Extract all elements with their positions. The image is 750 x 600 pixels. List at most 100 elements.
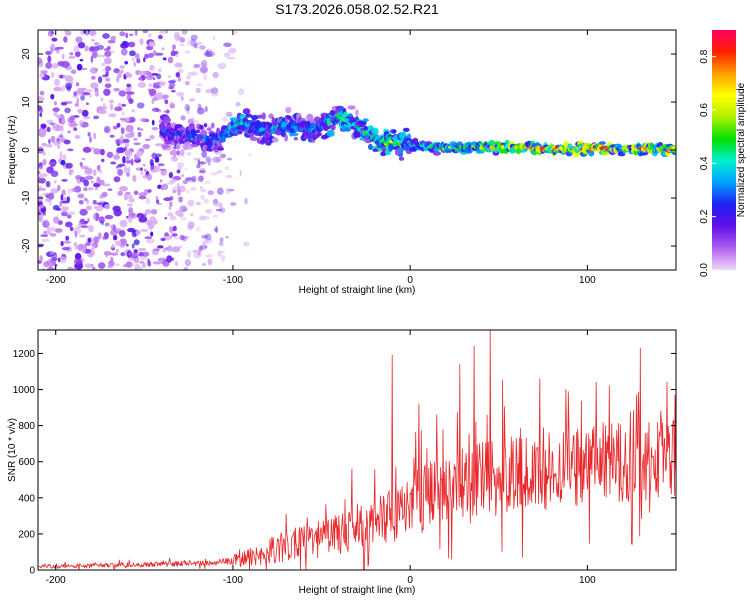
spectrogram-cell [225,111,233,117]
spectrogram-cell [90,55,94,63]
spectrogram-cell [50,93,55,100]
spectrogram-cell [54,101,57,106]
spectrogram-cell [190,186,197,191]
spectrogram-cell [51,37,58,42]
spectrogram-cell [239,170,242,177]
spectrogram-cell [186,106,190,114]
spectrogram-cell [168,205,172,211]
spectrogram-cell [149,64,155,71]
spectrogram-cell [162,94,169,99]
spectrogram-cell [94,42,100,46]
spectrogram-cell [216,170,223,174]
spectrogram-cell [174,236,180,240]
spectrogram-cell [160,237,166,242]
spectrogram-cell [198,215,206,221]
spectrogram-cell [136,58,141,64]
spectrogram-cell [112,125,118,130]
spectrogram-cell [111,243,116,249]
spectrogram-cell [168,171,174,179]
spectrogram-cell [193,43,198,49]
spectrogram-cell [60,136,66,142]
spectrogram-cell [125,32,129,39]
spectrogram-cell [64,107,71,114]
spectrogram-cell [38,96,45,102]
spectrogram-cell [402,127,410,132]
spectrogram-cell [74,188,78,192]
spectrogram-cell [81,109,89,117]
spectrogram-cell [99,148,105,156]
spectrogram-cell [120,252,125,257]
spectrogram-cell [119,230,126,237]
spectrogram-cell [197,248,202,256]
spectrogram-cell [65,235,70,241]
spectrogram-cell [197,159,201,166]
spectrogram-cell [112,235,118,241]
colorbar-tick-label: 0.0 [699,263,710,277]
spectrogram-cell [63,139,71,145]
spectrogram-cell [127,41,136,48]
spectrogram-cell [85,242,91,246]
spectrogram-cell [121,111,125,116]
spectrogram-cell [77,42,86,49]
spectrogram-cell [195,201,201,206]
spectrogram-cell [135,53,140,60]
spectrogram-cell [81,157,86,161]
spectrogram-cell [137,266,143,270]
spectrogram-cell [100,97,104,102]
snr-y-tick-label: 200 [18,529,35,540]
spectrogram-cell [79,208,88,216]
spectrogram-cell [115,139,121,144]
spectrogram-cell [131,57,135,62]
spectrogram-cell [195,226,202,232]
spectrogram-cell [53,216,60,224]
spectrogram-cell [207,161,211,166]
spectrogram-cell [162,248,167,253]
spectrogram-cell [144,209,152,215]
spectrogram-cell [72,95,78,98]
spectrogram-cell [146,197,150,205]
spectrogram-cell [271,137,279,143]
spectrogram-cell [84,45,89,52]
spectrogram-cell [127,166,131,173]
snr-y-tick-label: 600 [18,457,35,468]
spectrogram-cell [50,135,56,143]
spectrogram-cell [142,262,146,268]
spectrogram-cell [156,81,161,85]
spectrogram-cell [80,67,88,71]
spectrogram-cell [99,179,105,186]
spectrogram-cell [164,216,168,220]
spectrogram-cell [176,169,181,174]
spectrogram-cell [134,266,138,270]
spectrogram-cell [198,170,206,174]
spectrogram-cell [169,103,175,109]
spectrogram-cell [124,193,133,199]
spectrogram-cell [166,255,173,263]
spectrogram-cell [77,224,82,229]
spectrogram-cell [46,166,54,174]
spectrogram-cell [68,55,76,59]
spectrogram-cell [184,141,191,147]
spectrogram-cell [203,150,207,154]
spectrogram-cell [121,48,128,56]
spectrogram-cell [84,167,93,175]
spectrogram-cell [138,216,148,223]
spectrogram-cell [39,173,48,178]
spectrogram-cell [110,256,114,262]
spectrogram-cell [174,124,179,132]
spectrogram-cell [101,62,106,67]
spectrogram-cell [125,156,130,163]
spectrogram-cell [109,103,114,111]
spectrogram-cell [113,87,120,92]
spectrogram-cell [143,188,149,196]
spectrogram-cell [70,69,77,74]
spectrogram-cell [199,245,207,250]
spectrogram-cell [206,50,216,58]
spectrogram-cell [112,205,121,212]
spectrogram-cell [98,169,103,174]
spectrogram-cell [212,71,219,79]
spectrogram-cell [160,169,168,176]
spectrogram-cell [183,267,189,270]
spectrogram-cell [46,143,53,148]
spectrogram-cell [115,240,122,246]
